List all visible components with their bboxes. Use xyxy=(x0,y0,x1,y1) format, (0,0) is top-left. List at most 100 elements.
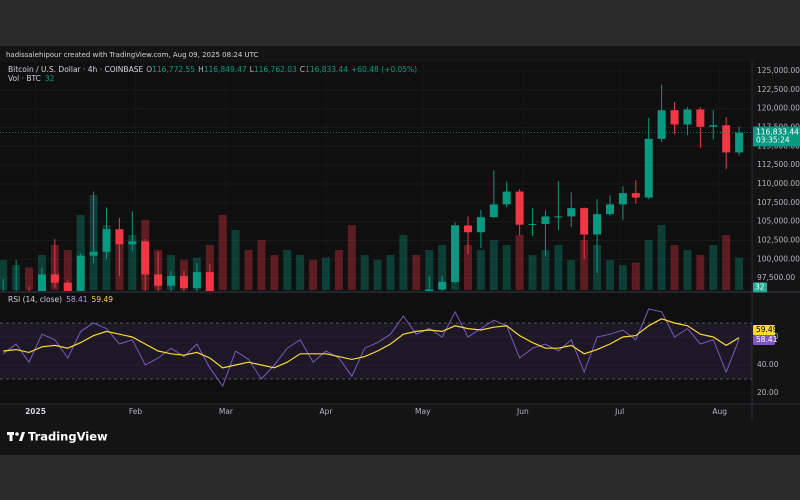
candle-body xyxy=(644,138,653,198)
candle-body xyxy=(102,229,111,252)
candle-body xyxy=(141,241,150,275)
volume-bar xyxy=(476,250,485,290)
volume-bar xyxy=(270,255,279,290)
volume-bar xyxy=(0,260,8,290)
logo-text: TradingView xyxy=(28,430,108,444)
x-tick-label: Feb xyxy=(129,407,143,416)
x-tick-label: Mar xyxy=(219,407,234,416)
candle-body xyxy=(451,225,460,282)
attribution: hadissalehipour created with TradingView… xyxy=(6,51,259,59)
x-tick-label: 2025 xyxy=(25,407,46,416)
candle-body xyxy=(89,251,98,256)
candle-body xyxy=(37,274,46,291)
symbol-legend: Bitcoin / U.S. Dollar · 4h · COINBASE O11… xyxy=(8,65,417,74)
rsi-badge-label: 59.49 xyxy=(756,325,778,334)
x-tick-label: Aug xyxy=(712,407,727,416)
volume-bar xyxy=(25,267,34,290)
logo-icon xyxy=(9,432,13,441)
volume-bar xyxy=(296,255,305,290)
rsi-line xyxy=(2,308,740,388)
candle-body xyxy=(502,191,511,205)
volume-bar xyxy=(360,255,369,290)
volume-badge xyxy=(753,282,767,293)
candle-body xyxy=(593,214,602,235)
candle-body xyxy=(438,281,447,290)
volume-bar xyxy=(334,250,343,290)
candle-body xyxy=(192,272,201,288)
volume-badge-label: 32 xyxy=(755,282,765,291)
volume-bar xyxy=(735,257,744,290)
y-tick-label: 107,500.00 xyxy=(757,198,800,207)
volume-bar xyxy=(657,225,666,290)
candle-body xyxy=(76,255,85,291)
volume-bar xyxy=(257,240,266,290)
rsi-line xyxy=(3,318,740,369)
countdown: 03:35:24 xyxy=(756,136,790,145)
candle-body xyxy=(683,109,692,125)
ohlc-label: H xyxy=(198,65,204,74)
volume-bar xyxy=(528,255,537,290)
ohlc-label: C xyxy=(300,65,305,74)
volume-bar xyxy=(218,215,227,290)
y-tick-label: 125,000.00 xyxy=(757,66,800,75)
y-tick-label: 105,000.00 xyxy=(757,217,800,226)
volume-bar xyxy=(373,260,382,290)
volume-bar xyxy=(722,235,731,290)
volume-bar xyxy=(670,245,679,290)
y-tick-label: 40.00 xyxy=(757,360,779,369)
logo-icon xyxy=(15,432,19,436)
volume-bar xyxy=(283,250,292,290)
rsi-title: RSI (14, close) xyxy=(8,295,62,304)
candle-body xyxy=(115,229,124,245)
volume-bar xyxy=(425,250,434,290)
price-pane xyxy=(0,62,752,291)
volume-bar xyxy=(631,262,640,290)
last-price-label: 116,833.44 xyxy=(756,128,799,137)
volume-last: 32 xyxy=(45,74,55,83)
last-price-badge xyxy=(753,126,800,147)
volume-bar xyxy=(554,245,563,290)
candle-body xyxy=(657,110,666,139)
candle-body xyxy=(515,191,524,225)
ohlc-value: 116,762.03 xyxy=(254,65,297,74)
volume-bar xyxy=(244,250,253,290)
volume-bar xyxy=(502,245,511,290)
volume-bar xyxy=(567,260,576,290)
candle-body xyxy=(63,282,72,291)
rsi-pane xyxy=(0,308,752,394)
candle-body xyxy=(631,193,640,198)
volume-bar xyxy=(463,245,472,290)
axes: 97,500.00 100,000.00 102,500.00 105,000.00 1… xyxy=(25,66,800,416)
volume-bar xyxy=(309,260,318,290)
candle-body xyxy=(735,132,744,153)
y-tick-label: 122,500.00 xyxy=(757,85,800,94)
ohlc-value: 116,833.44 xyxy=(305,65,348,74)
y-tick-label: 102,500.00 xyxy=(757,236,800,245)
ohlc-label: O xyxy=(146,65,152,74)
volume-bar xyxy=(63,250,72,290)
candle-body xyxy=(179,275,188,288)
rsi-legend: RSI (14, close) 58.41 59.49 xyxy=(8,295,113,304)
volume-bar xyxy=(515,235,524,290)
candle-body xyxy=(128,241,137,245)
volume-bar xyxy=(605,260,614,290)
candle-body xyxy=(605,204,614,215)
candle-body xyxy=(463,225,472,233)
candle-body xyxy=(580,208,589,235)
volume-bar xyxy=(541,250,550,290)
y-tick-label: 120,000.00 xyxy=(757,104,800,113)
candle-body xyxy=(618,193,627,205)
volume-bar xyxy=(489,240,498,290)
candle-body xyxy=(489,204,498,218)
candle-body xyxy=(709,125,718,127)
volume-legend: Vol · BTC 32 xyxy=(8,74,55,83)
volume-bar xyxy=(76,215,85,290)
candle-body xyxy=(567,208,576,217)
volume-bar xyxy=(128,235,137,290)
candle-body xyxy=(205,272,214,291)
volume-bar xyxy=(412,255,421,290)
y-tick-label: 100,000.00 xyxy=(757,254,800,263)
rsi-last: 58.41 xyxy=(66,295,88,304)
